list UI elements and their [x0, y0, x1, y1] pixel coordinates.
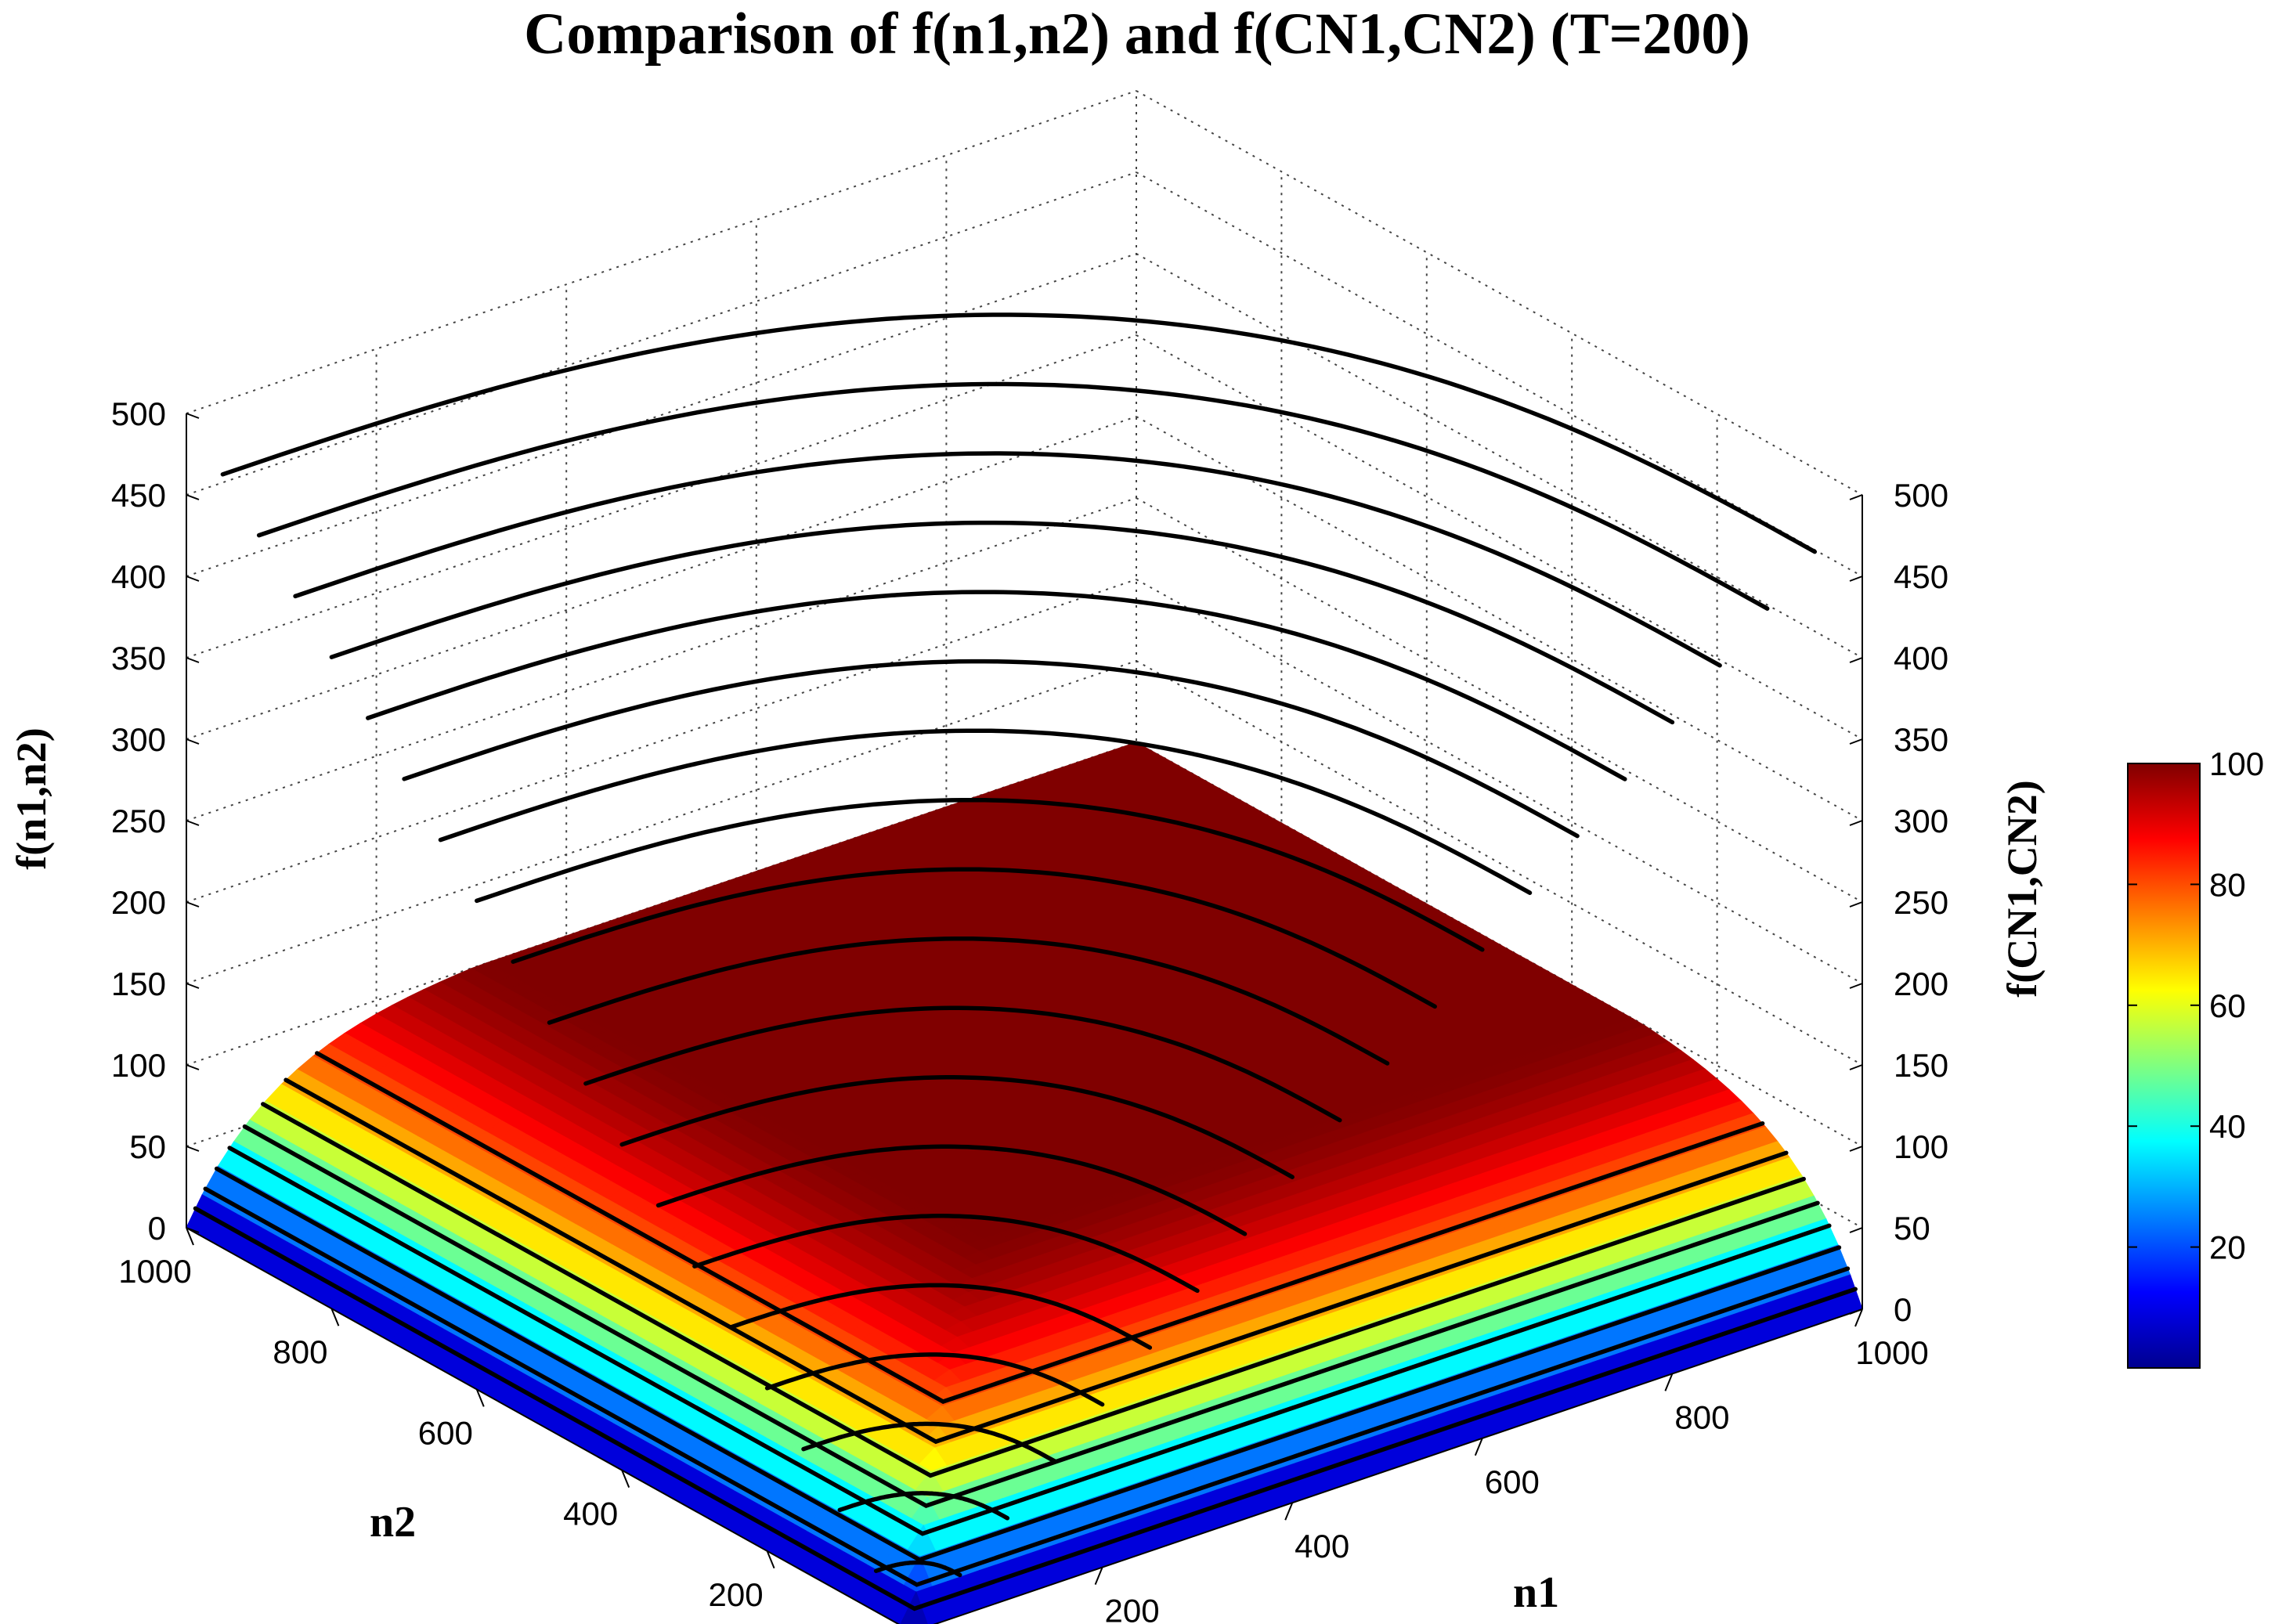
z-tick-label-right: 350 [1894, 721, 1948, 758]
z-tick-right [1849, 576, 1863, 582]
contour-line-fn [329, 520, 1675, 725]
contour-line-fn [366, 590, 1627, 781]
grid-line-z-back-left [186, 660, 1137, 984]
z-tick-label-right: 200 [1894, 965, 1948, 1002]
z-tick-label-left: 50 [129, 1128, 166, 1165]
z-tick-left [186, 901, 200, 908]
z-tick-left [186, 576, 200, 582]
x-tick-label: 600 [1485, 1463, 1540, 1500]
grid-line-z-back-left [186, 579, 1137, 903]
x-tick-label: 1000 [1855, 1334, 1928, 1371]
z-tick-label-right: 150 [1894, 1047, 1948, 1084]
z-tick-label-right: 450 [1894, 558, 1948, 595]
z-axis-label-left: f(n1,n2) [8, 727, 55, 870]
y-tick-label: 1000 [118, 1253, 191, 1290]
z-tick-right [1849, 983, 1863, 989]
colorbar-tick-label: 20 [2209, 1229, 2246, 1266]
z-tick-left [186, 820, 200, 826]
x-axis-label: n1 [1513, 1568, 1559, 1617]
grid-line-z-back-left [186, 90, 1137, 414]
grid-line-z-back-right [1136, 171, 1863, 577]
colorbar-tick-label: 40 [2209, 1108, 2246, 1145]
z-tick-label-left: 250 [111, 803, 166, 839]
z-tick-right [1849, 1146, 1863, 1152]
chart-title: Comparison of f(n1,n2) and f(CN1,CN2) (T… [524, 2, 1750, 67]
z-tick-label-left: 450 [111, 477, 166, 514]
grid-line-z-back-left [186, 334, 1137, 659]
z-axis-label-right: f(CN1,CN2) [1999, 780, 2046, 997]
x-tick-label: 400 [1295, 1528, 1349, 1564]
z-tick-right [1849, 1064, 1863, 1070]
z-tick-label-left: 400 [111, 558, 166, 595]
y-tick-label: 800 [273, 1333, 327, 1370]
z-tick-label-left: 350 [111, 640, 166, 677]
z-tick-label-right: 300 [1894, 803, 1948, 839]
z-tick-left [186, 1146, 200, 1152]
z-tick-label-right: 250 [1894, 884, 1948, 921]
z-tick-right [1849, 657, 1863, 663]
grid-line-z-back-right [1136, 660, 1863, 1066]
z-tick-left [186, 738, 200, 745]
z-tick-label-right: 50 [1894, 1210, 1930, 1247]
y-tick-label: 600 [418, 1414, 473, 1451]
z-tick-left [186, 983, 200, 989]
grid-line-z-back-left [186, 497, 1137, 821]
z-tick-left [186, 494, 200, 500]
z-tick-label-right: 500 [1894, 477, 1948, 514]
grid-line-z-back-right [1136, 497, 1863, 903]
grid-line-z-back-right [1136, 334, 1863, 740]
colorbar: 20 40 60 80 100 [2127, 745, 2264, 1369]
surface-fill [186, 742, 1863, 1624]
contour-line-fn [220, 312, 1818, 554]
z-tick-right [1849, 901, 1863, 908]
grid-line-z-back-right [1136, 416, 1863, 821]
z-tick-left [186, 657, 200, 663]
z-tick-left [186, 1064, 200, 1070]
z-tick-right [1849, 1227, 1863, 1233]
grid-line-z-back-left [186, 171, 1137, 496]
z-tick-label-right: 0 [1894, 1291, 1912, 1328]
z-tick-label-left: 300 [111, 721, 166, 758]
z-tick-right [1849, 738, 1863, 745]
grid-line-z-back-left [186, 253, 1137, 577]
z-tick-label-left: 200 [111, 884, 166, 921]
z-tick-right [1849, 494, 1863, 500]
grid-line-z-back-right [1136, 579, 1863, 984]
colorbar-tick-label: 80 [2209, 866, 2246, 903]
y-tick-label: 200 [709, 1576, 764, 1613]
colorbar-tick-label: 100 [2209, 745, 2264, 782]
grid-line-z-back-right [1136, 90, 1863, 496]
z-tick-label-right: 400 [1894, 640, 1948, 677]
grid-line-z-back-left [186, 416, 1137, 740]
y-tick-label: 400 [563, 1496, 618, 1532]
x-tick-label: 200 [1105, 1593, 1160, 1624]
grid-line-z-back-right [1136, 253, 1863, 659]
z-tick-label-right: 100 [1894, 1128, 1948, 1165]
z-tick-left [186, 413, 200, 419]
colorbar-tick-label: 60 [2209, 987, 2246, 1024]
x-tick-label: 800 [1674, 1398, 1729, 1435]
z-tick-right [1849, 820, 1863, 826]
y-axis-label: n2 [370, 1498, 416, 1546]
z-tick-label-left: 0 [148, 1210, 166, 1247]
z-tick-label-left: 150 [111, 965, 166, 1002]
z-tick-label-left: 100 [111, 1047, 166, 1084]
z-tick-label-left: 500 [111, 395, 166, 432]
colorbar-gradient [2127, 763, 2201, 1369]
